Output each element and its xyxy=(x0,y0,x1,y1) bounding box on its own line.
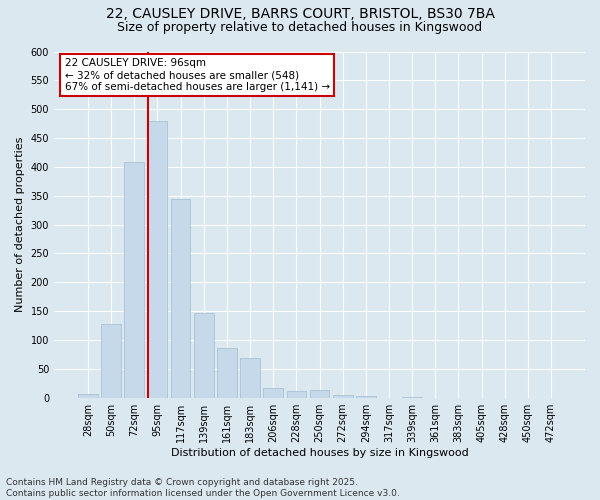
X-axis label: Distribution of detached houses by size in Kingswood: Distribution of detached houses by size … xyxy=(170,448,469,458)
Bar xyxy=(310,390,329,398)
Y-axis label: Number of detached properties: Number of detached properties xyxy=(15,137,25,312)
Bar xyxy=(78,394,98,398)
Bar xyxy=(194,313,214,398)
Text: Contains HM Land Registry data © Crown copyright and database right 2025.
Contai: Contains HM Land Registry data © Crown c… xyxy=(6,478,400,498)
Bar xyxy=(148,120,167,398)
Bar xyxy=(101,324,121,398)
Bar xyxy=(217,348,237,398)
Bar xyxy=(240,358,260,398)
Bar xyxy=(402,397,422,398)
Text: 22 CAUSLEY DRIVE: 96sqm
← 32% of detached houses are smaller (548)
67% of semi-d: 22 CAUSLEY DRIVE: 96sqm ← 32% of detache… xyxy=(65,58,330,92)
Bar xyxy=(171,199,190,398)
Bar xyxy=(124,162,144,398)
Bar xyxy=(333,394,353,398)
Text: 22, CAUSLEY DRIVE, BARRS COURT, BRISTOL, BS30 7BA: 22, CAUSLEY DRIVE, BARRS COURT, BRISTOL,… xyxy=(106,8,494,22)
Bar xyxy=(263,388,283,398)
Bar xyxy=(287,390,306,398)
Bar xyxy=(356,396,376,398)
Text: Size of property relative to detached houses in Kingswood: Size of property relative to detached ho… xyxy=(118,21,482,34)
